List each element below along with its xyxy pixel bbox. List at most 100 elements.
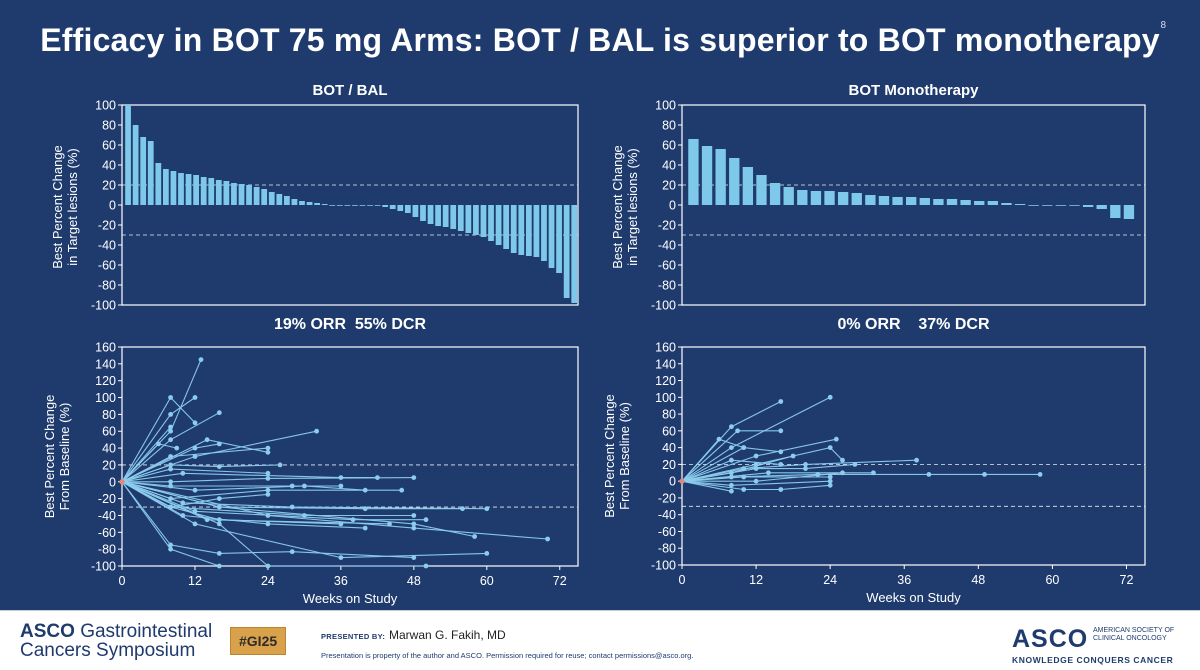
sp-right-ytick-label: -40 [658, 508, 676, 522]
sp-left-ytick-label: -60 [98, 526, 116, 540]
sp-right-patient-point [741, 487, 747, 492]
sp-left-patient-point [192, 487, 198, 493]
sp-right-patient-point [735, 428, 740, 434]
wf-right-bar [1055, 205, 1067, 206]
sp-left-patient-line [121, 481, 487, 559]
sp-left-patient-point [423, 517, 429, 523]
wf-left-bar [541, 205, 547, 261]
sp-right-xtick-label: 36 [897, 573, 911, 587]
sp-left-patient-point [216, 563, 222, 569]
wf-left-bar [344, 205, 351, 206]
wf-left-bar [404, 205, 411, 213]
wf-right-bar [701, 146, 713, 205]
wf-right-bar [933, 199, 944, 205]
sp-right-xtick-label: 72 [1120, 573, 1134, 587]
wf-left-y-axis-title-line-1: Best Percent Change [50, 145, 65, 269]
sp-left-ytick-label: -80 [98, 543, 116, 557]
sp-right-patient-point [803, 466, 808, 471]
wf-left-ytick-label: 0 [109, 199, 116, 213]
wf-left-bar [155, 163, 162, 205]
sp-right-y-axis-title-line-1: Best Percent Change [602, 394, 617, 518]
wf-right-ytick-label: -80 [658, 279, 676, 293]
sp-left-patient-point [192, 395, 198, 400]
sp-left-patient-point [265, 487, 271, 493]
wf-left-bar [170, 171, 177, 205]
sp-left-patient-point [168, 437, 174, 443]
sp-left-patient-point [216, 504, 222, 510]
wf-right-y-axis-title: Best Percent Changein Target lesions (%) [610, 145, 640, 269]
sp-right-patient-point [753, 466, 759, 471]
sp-left-xtick-label: 72 [553, 574, 567, 588]
wf-left-bar [238, 184, 245, 205]
wf-left-bar [435, 205, 441, 226]
left-response-stats: 19% ORR 55% DCR [273, 316, 427, 333]
wf-right-ytick-label: -100 [651, 299, 676, 313]
wf-right-bar [769, 183, 781, 205]
sp-left-ytick-label: 0 [109, 475, 116, 489]
wf-left-bar [488, 205, 494, 241]
sp-left-ytick-label: 120 [95, 374, 116, 388]
symposium-logo: ASCO Gastrointestinal Cancers Symposium [20, 621, 213, 661]
wf-left-ytick-label: -40 [98, 239, 116, 253]
sp-left-patient-point [216, 496, 222, 501]
sp-left-patient-point [168, 412, 174, 417]
presenter-name: Marwan G. Fakih, MD [389, 628, 506, 642]
sp-right-ytick-label: 120 [655, 374, 676, 388]
wf-right-bar [1001, 203, 1012, 205]
sp-right-patient-line [681, 473, 1041, 482]
wf-left-bar [442, 205, 449, 227]
sp-right-patient-point [840, 470, 845, 476]
sp-left-patient-point [265, 492, 271, 497]
sp-right-patient-point [982, 472, 987, 477]
sp-left-patient-point [302, 483, 307, 489]
wf-left-ytick-label: -20 [98, 219, 116, 233]
asco-full-name: AMERICAN SOCIETY OF CLINICAL ONCOLOGY [1093, 627, 1175, 642]
wf-left-ytick-label: 60 [102, 139, 116, 153]
sp-right-ytick-label: 140 [655, 357, 676, 371]
sp-right-patient-line [681, 463, 855, 482]
right-response-stats: 0% ORR 37% DCR [837, 316, 990, 333]
sp-left-patient-point [265, 521, 271, 527]
sp-right-patient-point [741, 445, 747, 450]
sp-left-patient-point [265, 513, 271, 518]
wf-left-bar [231, 183, 237, 205]
sp-left-patient-point [168, 542, 174, 548]
sp-left-patient-point [423, 563, 429, 569]
wf-right-bar [919, 198, 930, 205]
sp-left-patient-point [411, 521, 417, 527]
sp-left-patient-point [216, 521, 222, 527]
wf-right-bar [1042, 205, 1053, 206]
sp-right-y-axis-title-line-2: From Baseline (%) [617, 402, 632, 510]
sp-left-ytick-label: 20 [102, 458, 116, 472]
slide-title: Efficacy in BOT 75 mg Arms: BOT / BAL is… [40, 22, 1160, 58]
slide: Efficacy in BOT 75 mg Arms: BOT / BAL is… [40, 20, 1166, 606]
waterfall-chart-bot-monotherapy: 100 80 60 40 20 0 -20 -40 -60 -80 -100 Best Percent… [610, 99, 1146, 313]
sp-left-patient-line [121, 464, 281, 483]
asco-tagline: KNOWLEDGE CONQUERS CANCER [1012, 655, 1174, 665]
sp-left-patient-point [411, 513, 417, 518]
wf-left-y-axis-title: Best Percent Changein Target lesions (%) [50, 145, 80, 269]
sp-left-patient-point [338, 483, 344, 489]
sp-right-x-axis-title: Weeks on Study [866, 590, 961, 605]
sp-right-patient-point [729, 488, 734, 494]
sp-left-patient-point [204, 437, 210, 443]
wf-right-bar [1082, 205, 1094, 207]
presented-by-label: PRESENTED BY: [321, 632, 386, 641]
wf-left-bar [359, 205, 366, 206]
sp-right-plot-frame [681, 346, 1146, 566]
sp-right-patient-point [926, 472, 932, 477]
wf-right-bar [878, 196, 890, 205]
sp-right-ytick-label: -100 [651, 559, 676, 573]
sp-left-patient-point [411, 475, 417, 480]
wf-left-bar [397, 205, 404, 211]
sp-left-patient-line [121, 481, 268, 508]
wf-right-bar [1110, 205, 1121, 218]
sp-right-patient-point [803, 462, 808, 467]
wf-left-bar [306, 202, 313, 205]
sp-right-patient-point [1037, 472, 1043, 477]
sp-right-patient-point [827, 445, 833, 450]
sp-left-patient-point [180, 500, 186, 506]
wf-left-bar [518, 205, 525, 255]
sp-left-patient-point [265, 476, 271, 481]
wf-right-bar [742, 167, 754, 205]
